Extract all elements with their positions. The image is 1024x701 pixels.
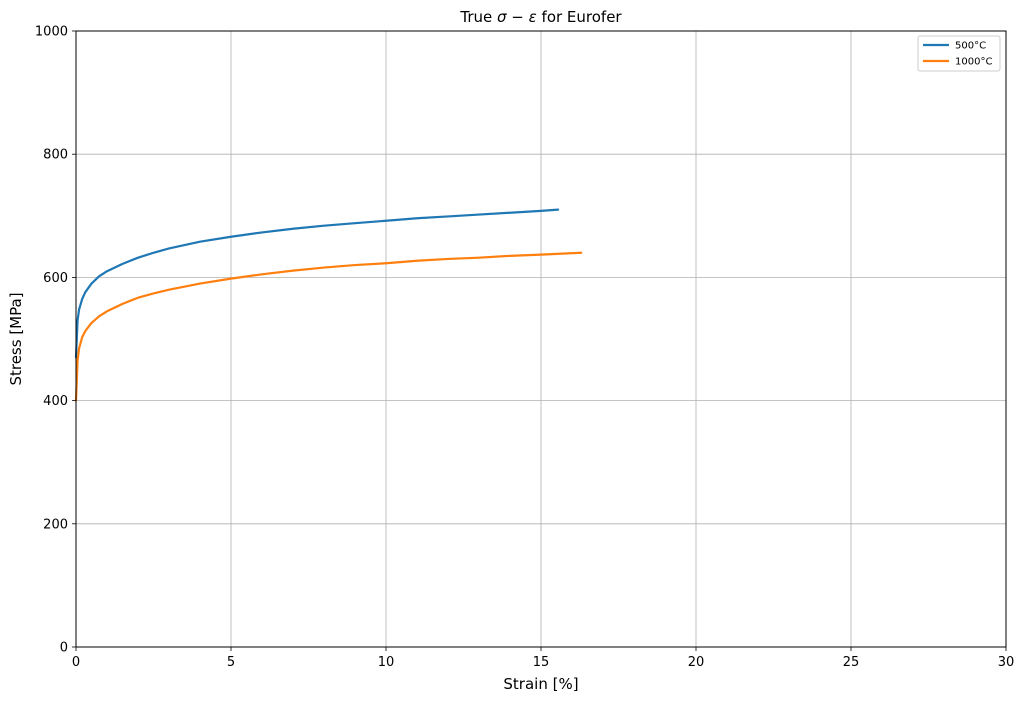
x-tick-label: 15 [533, 655, 550, 670]
chart-title-suffix: for Eurofer [537, 8, 623, 26]
y-tick-label: 600 [43, 271, 68, 286]
y-tick-label: 200 [43, 517, 68, 532]
legend-label-1: 1000°C [955, 57, 992, 68]
legend-label-0: 500°C [955, 41, 986, 52]
x-tick-label: 25 [843, 655, 860, 670]
legend: 500°C 1000°C [917, 35, 1001, 72]
x-tick-label: 10 [378, 655, 395, 670]
chart-title-math: σ − ε [497, 8, 537, 26]
x-tick-label: 20 [688, 655, 705, 670]
y-axis-label: Stress [MPa] [7, 292, 25, 385]
x-tick-label: 30 [998, 655, 1015, 670]
y-tick-label: 1000 [35, 25, 68, 40]
chart-title: True σ − ε for Eurofer [459, 8, 622, 26]
x-tick-label: 5 [227, 655, 235, 670]
y-tick-label: 800 [43, 148, 68, 163]
series-line-0 [74, 208, 560, 359]
chart-title-prefix: True [459, 8, 497, 26]
series-line-1 [74, 251, 583, 402]
x-axis-ticks: 0 5 10 15 20 25 30 [72, 647, 1014, 670]
series-lines [74, 208, 583, 402]
y-tick-label: 400 [43, 394, 68, 409]
y-axis-ticks: 0 200 400 600 800 1000 [35, 25, 76, 656]
x-axis-label: Strain [%] [503, 675, 578, 693]
grid [75, 30, 1007, 648]
x-tick-label: 0 [72, 655, 80, 670]
y-tick-label: 0 [60, 641, 68, 656]
